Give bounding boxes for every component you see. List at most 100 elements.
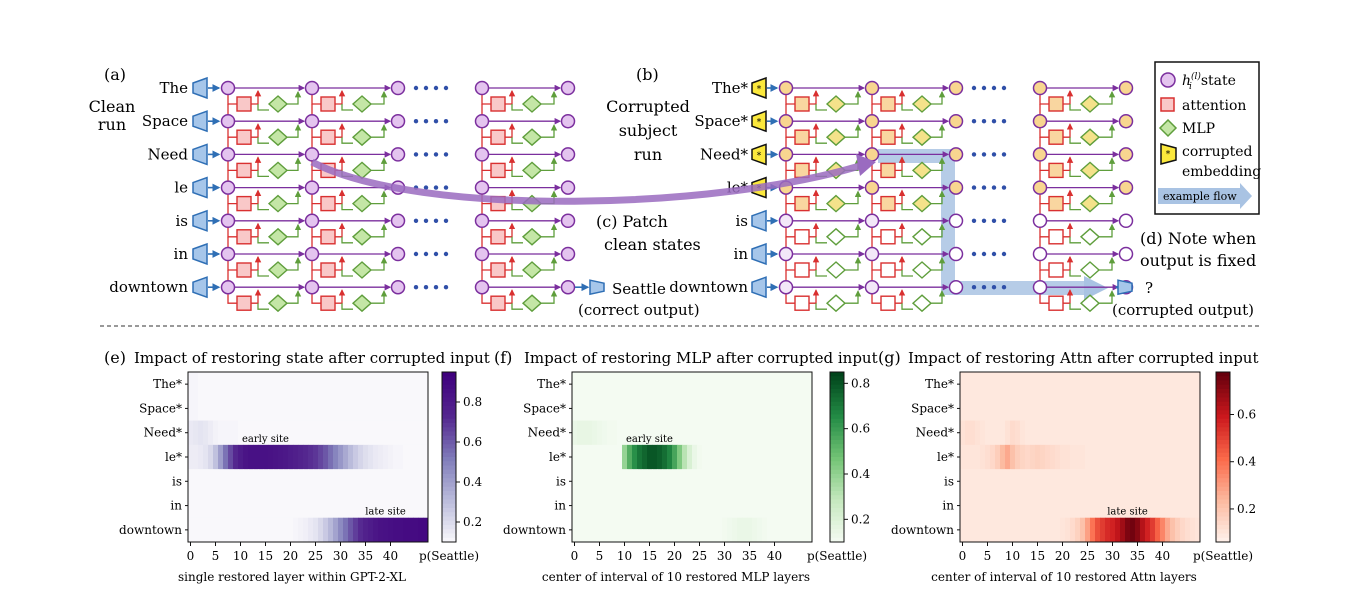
mlp-wire [341,203,353,211]
attention-arrow [335,255,346,271]
colorbar-segment [830,474,844,479]
heatmap-cell [193,420,199,446]
colorbar-segment [1216,393,1230,398]
heatmap-cell [383,420,389,446]
attention-wire [311,128,321,138]
heatmap-cell [203,420,209,446]
heatmap-cell [223,469,229,494]
heatmap-cell [243,396,249,421]
heatmap-cell [642,517,648,543]
attention-icon [880,195,896,212]
heatmap-cell [1125,372,1131,397]
heatmap-cell [308,372,314,397]
heatmap-cell [577,396,583,421]
heatmap-cell [702,396,708,421]
attention-icon [794,195,810,212]
heatmap-cell [298,444,304,470]
colorbar-segment [442,380,456,386]
ellipsis-dot [433,152,439,157]
mlp-icon [267,261,289,279]
heatmap-cell [1080,517,1086,543]
heatmap-cell [363,372,369,397]
colorbar-segment [1216,414,1230,420]
heatmap-cell [572,444,578,470]
attention-wire [311,227,321,238]
heatmap-cell [995,493,1001,519]
heatmap-cell [762,517,768,543]
heatmap-cell [747,420,753,446]
heatmap-cell [1020,396,1026,421]
heatmap-cell [712,517,718,543]
heatmap-cell [313,372,319,397]
heatmap-cell [707,396,713,421]
heatmap-cell [323,420,329,446]
heatmap-cell [188,517,194,543]
hidden-state-icon [1032,246,1048,262]
token-embedding-icon [192,76,208,100]
heatmap-cell [213,517,219,543]
x-tick-label: 0 [959,549,967,563]
heatmap-cell [787,469,793,494]
heatmap-cell [413,469,419,494]
heatmap-cell [802,469,808,494]
heatmap-cell [597,396,603,421]
colorbar-segment [830,529,844,534]
heatmap-cell [597,493,603,519]
colorbar-segment [1216,486,1230,492]
heatmap-cell [722,493,728,519]
heatmap-cell [1165,469,1171,494]
attention-arrow [251,123,262,138]
heatmap-cell [408,372,414,397]
hidden-state-icon [560,180,576,195]
heatmap-cell [1065,372,1071,397]
row-label: Space* [139,401,182,415]
heatmap-cell [632,396,638,421]
row-label: The* [153,377,182,391]
corrupted-star: * [757,118,762,128]
heatmap-cell [797,396,803,421]
hidden-state-icon [1118,246,1134,262]
heatmap-cell [273,493,279,519]
attention-icon [320,129,336,145]
mlp-wire [511,236,523,244]
hidden-state-icon [220,80,236,96]
heatmap-f: (f) Impact of restoring MLP after corrupt… [494,348,878,584]
attention-arrow [251,189,262,205]
mlp-icon [911,128,933,147]
ellipsis-dot [1001,119,1007,124]
hidden-state-icon [390,246,406,262]
ellipsis-dot [433,85,439,91]
mlp-arrow [287,124,302,138]
hidden-state-icon [1032,147,1048,162]
heatmap-cell [413,372,419,397]
hidden-state-icon [1118,113,1134,129]
attention-arrow [335,156,346,172]
heatmap-cell [807,493,813,519]
heatmap-cell [1025,372,1031,397]
heatmap-cell [702,420,708,446]
attention-icon [236,96,252,112]
heatmap-cell [975,396,981,421]
heatmap-cell [1005,420,1011,446]
heatmap-cell [682,469,688,494]
heatmap-cell [572,493,578,519]
heatmap-cell [732,469,738,494]
attention-wire [785,227,795,238]
row-label: The* [925,377,954,391]
heatmap-cell [652,493,658,519]
heatmap-cell [702,493,708,519]
mlp-wire [257,203,269,211]
heatmap-cell [378,420,384,446]
heatmap-cell [792,444,798,470]
heatmap-cell [965,517,971,543]
attention-icon [320,229,336,245]
attention-arrow [895,123,906,138]
attention-icon [1048,229,1064,245]
attention-icon [880,162,896,179]
mlp-wire [511,303,523,310]
attention-icon [880,96,896,112]
heatmap-cell [253,444,259,470]
heatmap-cell [1110,517,1116,543]
heatmap-cell [1190,372,1196,397]
heatmap-cell [193,469,199,494]
